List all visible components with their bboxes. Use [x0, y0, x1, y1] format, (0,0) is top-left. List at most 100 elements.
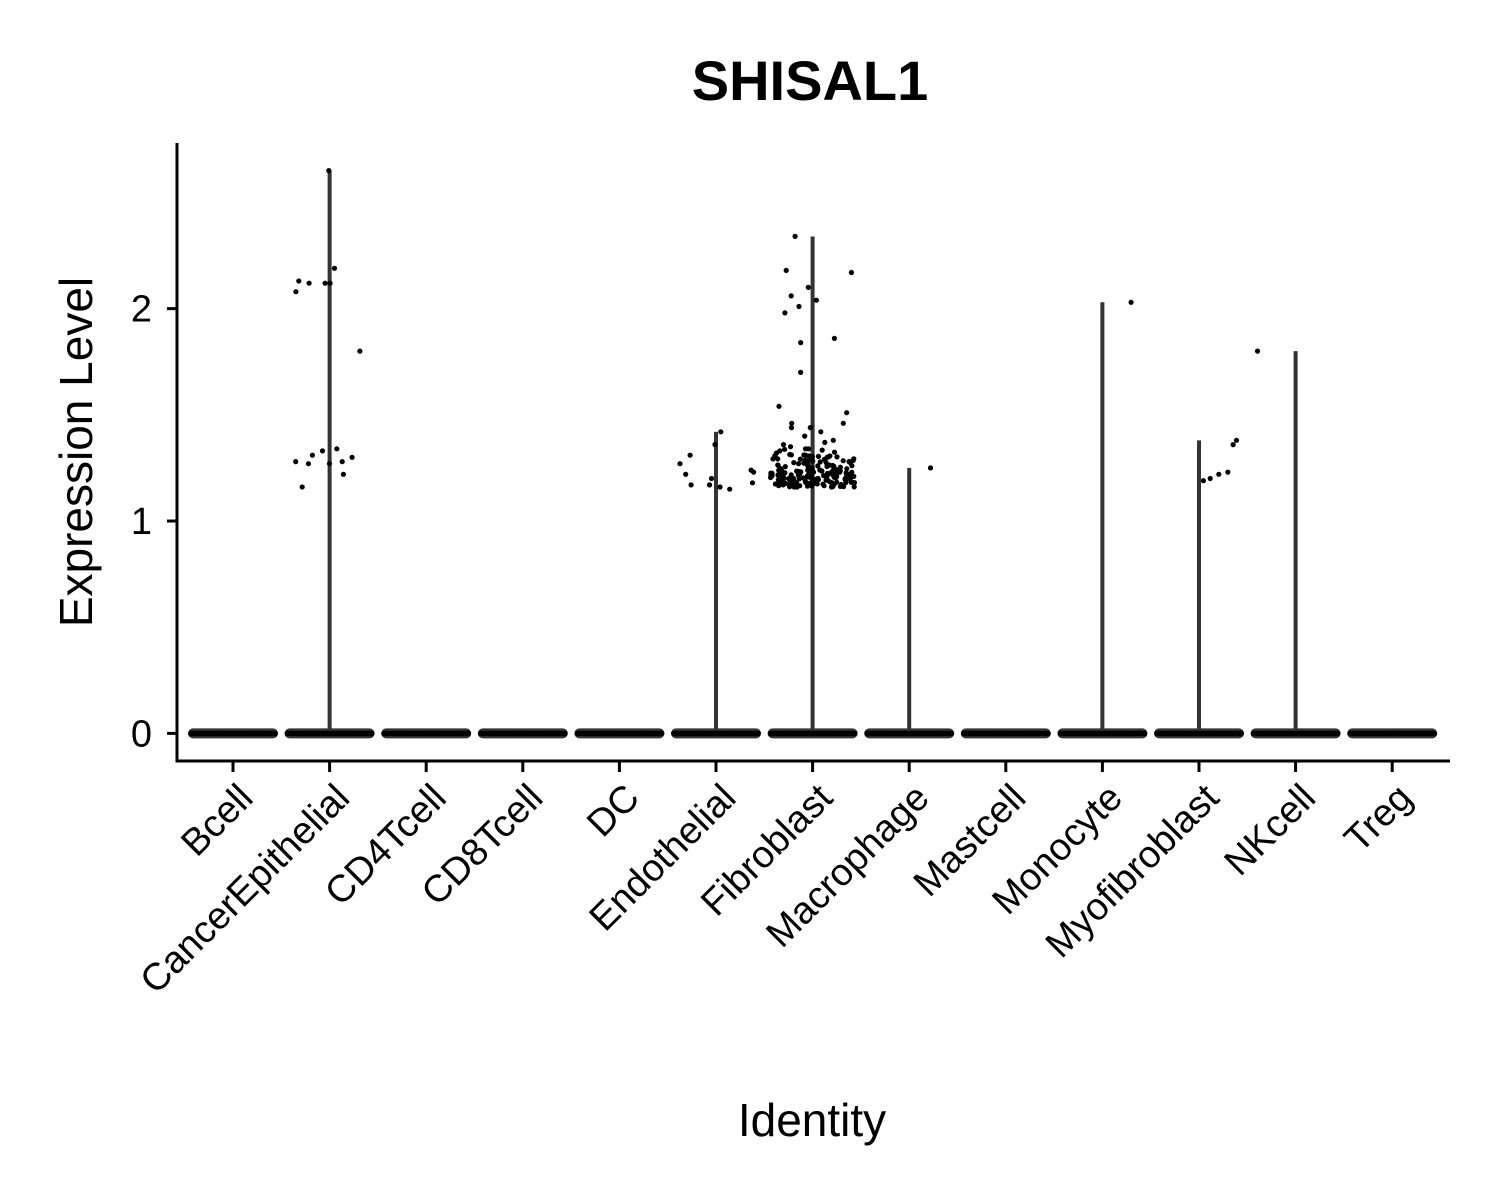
- point-fibroblast: [831, 463, 837, 469]
- point-fibroblast: [817, 459, 823, 465]
- point-fibroblast: [807, 464, 813, 470]
- point-fibroblast: [794, 468, 800, 474]
- point-zero-bcell: [272, 730, 278, 737]
- point-fibroblast: [787, 444, 794, 450]
- point-fibroblast: [776, 403, 782, 409]
- point-fibroblast: [818, 429, 824, 435]
- point-fibroblast: [830, 437, 836, 443]
- point-zero-monocyte: [1141, 730, 1148, 737]
- point-fibroblast: [849, 463, 855, 469]
- point-cancerepithelial: [326, 168, 332, 174]
- point-fibroblast: [845, 475, 851, 481]
- jitter-points-layer: [188, 168, 1438, 737]
- point-endothelial: [749, 480, 756, 486]
- point-cancerepithelial: [322, 280, 328, 286]
- point-myofibroblast: [1216, 471, 1222, 477]
- point-fibroblast: [787, 484, 793, 490]
- point-fibroblast: [821, 483, 827, 489]
- point-fibroblast: [788, 425, 795, 431]
- point-fibroblast: [828, 484, 835, 490]
- point-fibroblast: [769, 473, 775, 479]
- point-myofibroblast: [1207, 475, 1213, 482]
- point-fibroblast: [791, 460, 797, 466]
- point-endothelial: [727, 486, 733, 492]
- point-fibroblast: [834, 479, 840, 485]
- point-fibroblast: [788, 293, 794, 299]
- point-cancerepithelial: [327, 280, 333, 286]
- point-endothelial: [683, 471, 689, 477]
- point-endothelial: [708, 475, 715, 482]
- point-cancerepithelial: [349, 454, 355, 460]
- point-cancerepithelial: [331, 265, 338, 271]
- point-endothelial: [677, 461, 683, 467]
- point-zero-fibroblast: [851, 730, 858, 737]
- point-fibroblast: [796, 303, 802, 310]
- point-cancerepithelial: [309, 452, 315, 458]
- point-endothelial: [751, 469, 757, 475]
- point-cancerepithelial: [340, 471, 346, 477]
- point-cancerepithelial: [306, 280, 312, 286]
- point-zero-endothelial: [755, 730, 761, 737]
- point-fibroblast: [831, 335, 838, 341]
- point-cancerepithelial: [339, 459, 345, 465]
- point-fibroblast: [844, 466, 850, 472]
- point-fibroblast: [801, 460, 807, 466]
- point-fibroblast: [788, 476, 794, 482]
- point-monocyte: [1128, 299, 1134, 305]
- point-zero-cd4tcell: [465, 730, 472, 737]
- point-endothelial: [687, 452, 693, 458]
- point-zero-cancerepithelial: [368, 730, 375, 737]
- point-myofibroblast: [1200, 478, 1206, 484]
- point-fibroblast: [802, 478, 808, 484]
- point-zero-myofibroblast: [1238, 730, 1244, 737]
- point-zero-nkcell: [1334, 730, 1341, 737]
- point-cancerepithelial: [319, 448, 326, 454]
- point-fibroblast: [823, 472, 830, 478]
- point-endothelial: [706, 482, 713, 488]
- point-macrophage: [927, 465, 934, 471]
- point-cancerepithelial: [305, 461, 311, 467]
- point-fibroblast: [819, 468, 825, 474]
- x-tick-label-bcell: Bcell: [173, 777, 261, 865]
- point-fibroblast: [815, 475, 821, 481]
- x-tick-label-dc: DC: [579, 777, 648, 846]
- point-fibroblast: [796, 476, 802, 482]
- y-tick-label-1: 1: [131, 501, 152, 543]
- point-cancerepithelial: [296, 278, 302, 284]
- point-fibroblast: [844, 410, 850, 416]
- point-zero-mastcell: [1045, 730, 1051, 737]
- point-zero-treg: [1431, 730, 1438, 737]
- point-fibroblast: [776, 467, 782, 473]
- chart-title: SHISAL1: [692, 49, 929, 112]
- point-endothelial: [712, 442, 718, 448]
- point-fibroblast: [798, 340, 804, 346]
- point-fibroblast: [807, 425, 813, 431]
- violins-layer: [188, 170, 1438, 739]
- point-fibroblast: [851, 484, 857, 490]
- point-fibroblast: [796, 461, 802, 467]
- point-cancerepithelial: [326, 461, 333, 467]
- point-fibroblast: [822, 439, 828, 445]
- point-fibroblast: [848, 269, 855, 276]
- point-fibroblast: [815, 463, 821, 469]
- point-fibroblast: [776, 483, 782, 489]
- point-fibroblast: [792, 233, 798, 239]
- point-fibroblast: [840, 458, 846, 464]
- point-myofibroblast: [1230, 442, 1236, 448]
- point-fibroblast: [780, 472, 786, 478]
- point-fibroblast: [813, 297, 820, 303]
- point-fibroblast: [788, 452, 795, 458]
- point-fibroblast: [809, 478, 815, 484]
- point-fibroblast: [829, 469, 835, 475]
- point-cancerepithelial: [293, 289, 299, 295]
- point-fibroblast: [810, 458, 816, 464]
- x-tick-label-nkcell: NKcell: [1217, 777, 1324, 884]
- y-tick-label-2: 2: [131, 289, 152, 331]
- point-fibroblast: [794, 484, 800, 490]
- point-zero-macrophage: [948, 730, 955, 737]
- point-fibroblast: [801, 452, 807, 458]
- point-fibroblast: [775, 477, 782, 483]
- point-fibroblast: [815, 453, 822, 459]
